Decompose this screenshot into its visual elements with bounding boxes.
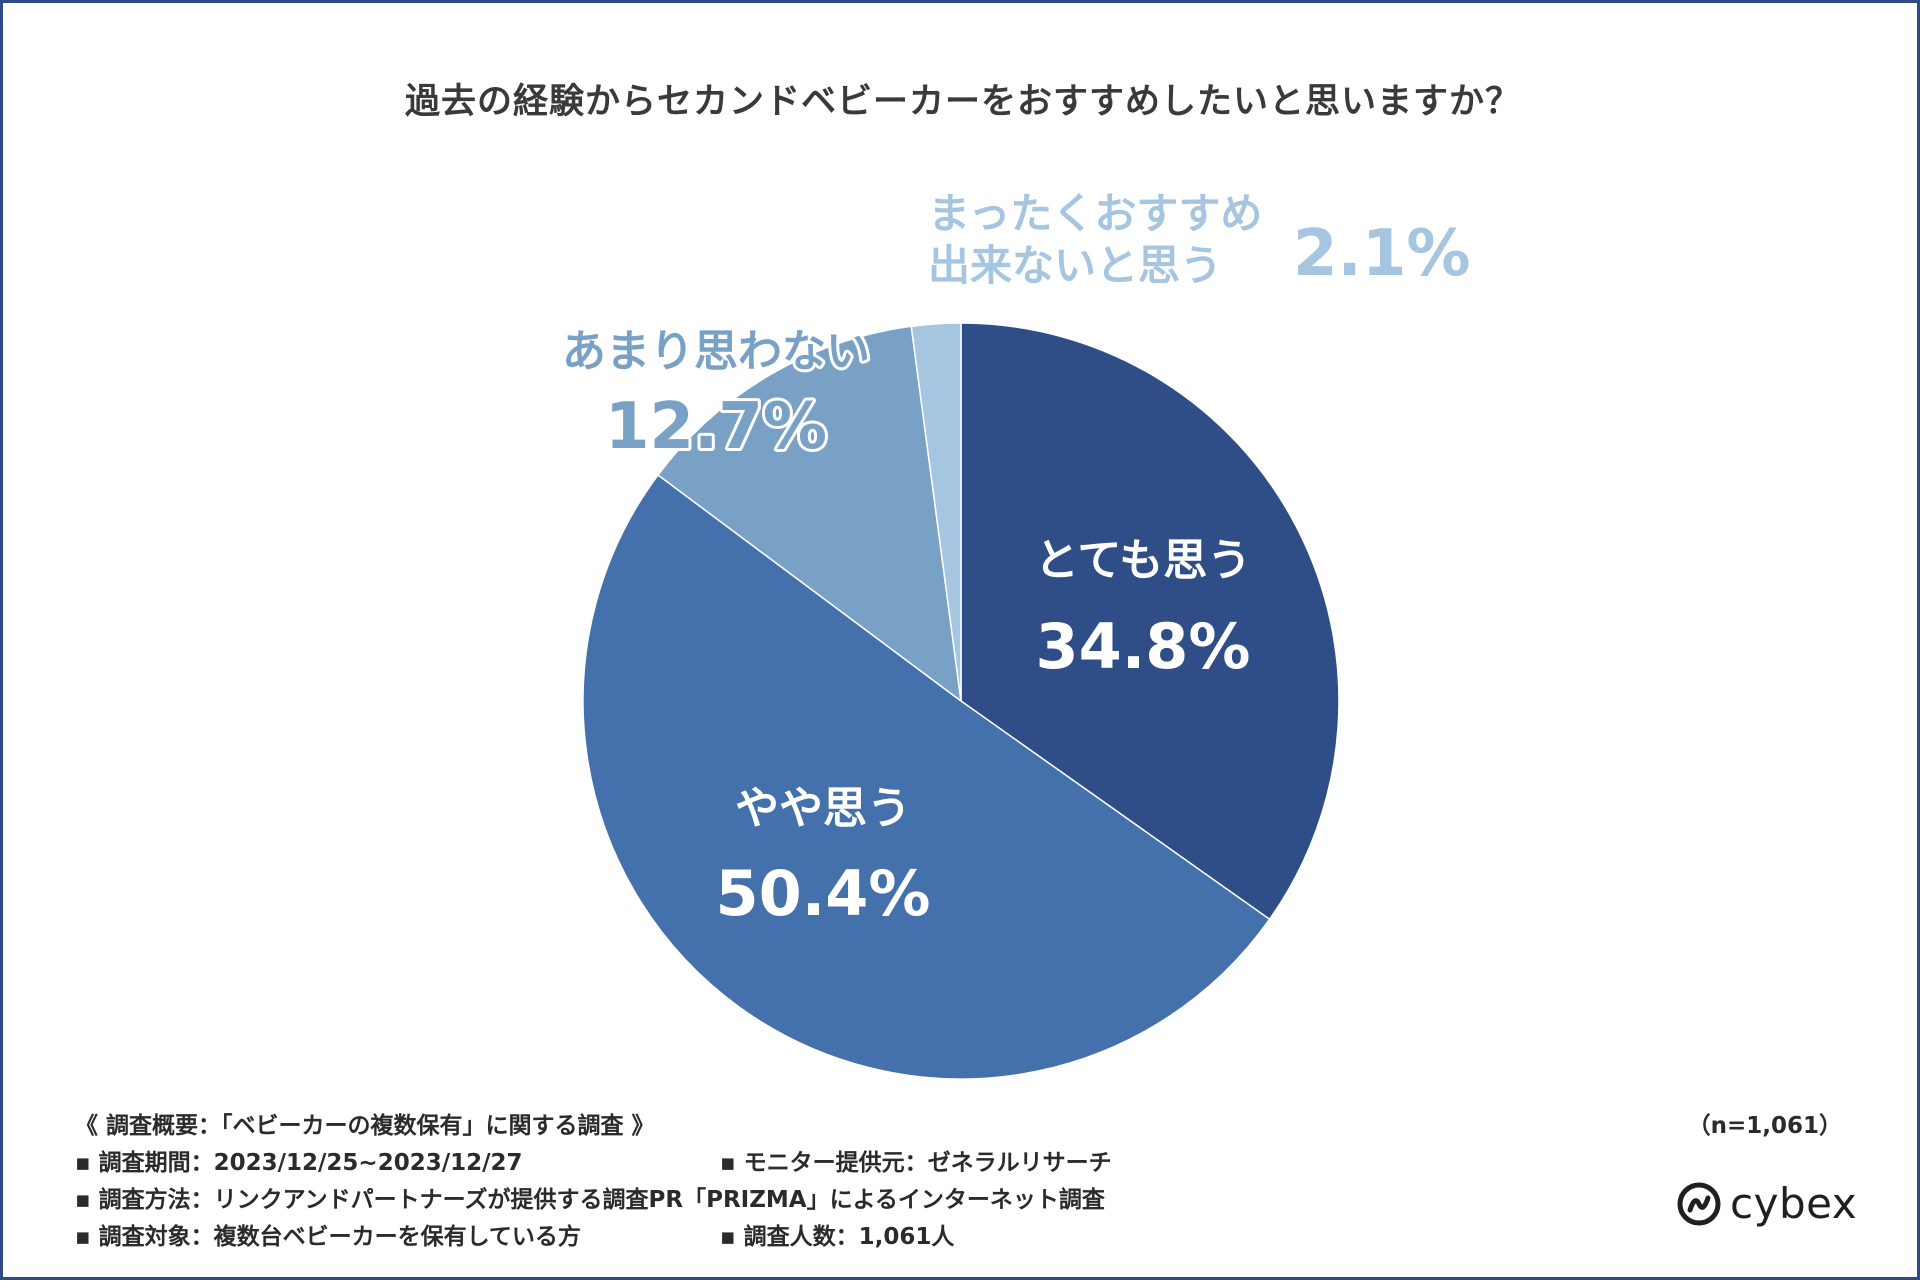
pie-slice xyxy=(910,322,962,702)
slice-label: やや思う xyxy=(735,783,911,834)
slice-value-label: 50.4% xyxy=(715,857,930,930)
pie-slice xyxy=(960,322,1340,921)
survey-period: ▪ 調査期間：2023/12/25~2023/12/27 xyxy=(75,1150,523,1176)
brand-name: cybex xyxy=(1730,1179,1858,1228)
survey-count: ▪ 調査人数：1,061人 xyxy=(720,1224,955,1250)
chart-title: 過去の経験からセカンドベビーカーをおすすめしたいと思いますか？ xyxy=(404,82,1521,122)
slice-value-label: 34.8% xyxy=(1035,610,1250,683)
slice-label: 出来ないと思う xyxy=(928,241,1222,290)
pie-slice xyxy=(582,473,1271,1080)
survey-provider: ▪ モニター提供元：ゼネラルリサーチ xyxy=(720,1150,1112,1176)
pie-chart: とても思う 34.8% やや思う 50.4% あまり思わない 12.7% まったくおすすめ出… xyxy=(559,189,1471,1080)
slice-label: まったくおすすめ xyxy=(928,189,1262,238)
survey-heading: 《 調査概要：「ベビーカーの複数保有」に関する調査 》 xyxy=(75,1113,655,1139)
survey-target: ▪ 調査対象：複数台ベビーカーを保有している方 xyxy=(75,1224,581,1250)
slice-value-label: 12.7% xyxy=(605,390,827,464)
slice-value-label: 2.1% xyxy=(1293,217,1471,291)
pie-slice xyxy=(656,325,962,703)
survey-method: ▪ 調査方法：リンクアンドパートナーズが提供する調査PR「PRIZMA」によるイ… xyxy=(75,1187,1105,1213)
cybex-logo-icon xyxy=(1677,1182,1721,1225)
slice-label: あまり思わない xyxy=(562,326,870,377)
brand-logo: cybex xyxy=(1676,1179,1857,1228)
sample-size: （n=1,061） xyxy=(1687,1113,1842,1139)
slice-label: とても思う xyxy=(1035,535,1251,586)
